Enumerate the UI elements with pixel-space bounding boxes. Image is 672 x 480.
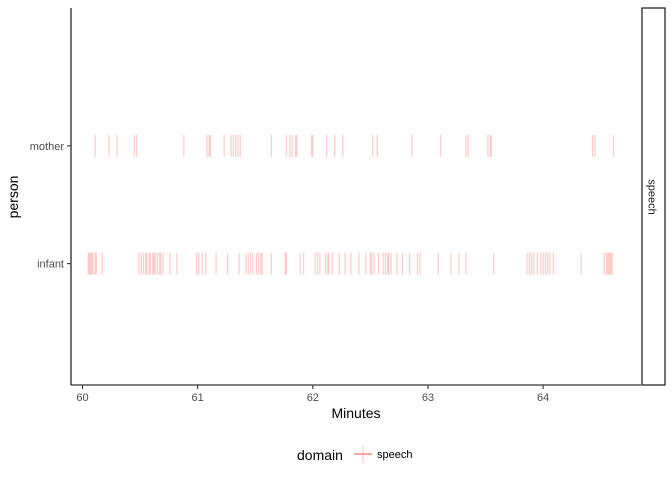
data-marks	[87, 134, 615, 275]
legend-key-speech	[354, 445, 372, 463]
legend: domain speech	[297, 445, 412, 463]
x-tick-label-64: 64	[537, 392, 549, 404]
y-axis-title: person	[5, 176, 21, 219]
x-tick-label-63: 63	[422, 392, 434, 404]
facet-strip-label: speech	[646, 179, 658, 214]
x-tick-label-60: 60	[76, 392, 88, 404]
x-tick-label-61: 61	[192, 392, 204, 404]
y-axis-ticks: infant mother	[30, 141, 71, 271]
x-axis-ticks: 60 61 62 63 64	[76, 385, 549, 404]
y-tick-label-mother: mother	[30, 141, 65, 153]
facet-strip-box	[641, 7, 666, 386]
legend-label-speech: speech	[377, 449, 412, 461]
legend-title: domain	[297, 447, 343, 463]
x-axis-title: Minutes	[331, 405, 380, 421]
x-tick-label-62: 62	[307, 392, 319, 404]
facet-strip: speech	[641, 7, 666, 386]
y-tick-label-infant: infant	[37, 259, 64, 271]
